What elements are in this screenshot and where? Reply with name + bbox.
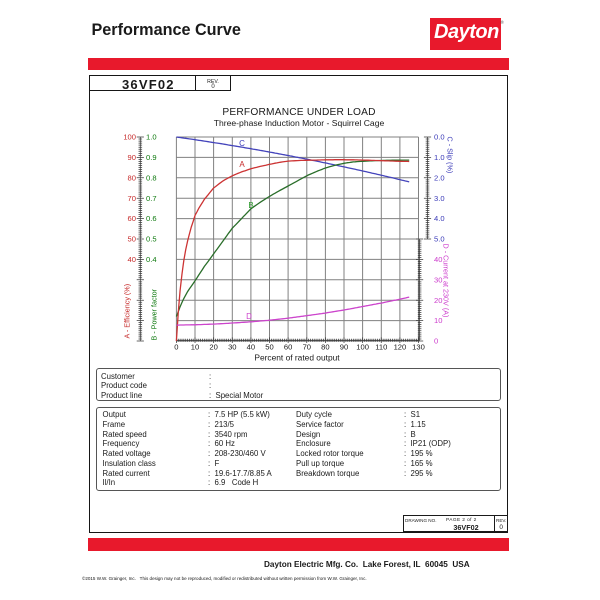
svg-text:20: 20 xyxy=(209,343,217,352)
svg-text:0.4: 0.4 xyxy=(146,255,157,264)
svg-text:70: 70 xyxy=(128,194,136,203)
svg-text:20: 20 xyxy=(434,296,442,305)
svg-text:0.6: 0.6 xyxy=(146,214,157,223)
svg-text:100: 100 xyxy=(356,343,369,352)
svg-text:90: 90 xyxy=(340,343,348,352)
svg-text:60: 60 xyxy=(128,214,136,223)
svg-text:0.9: 0.9 xyxy=(146,153,157,162)
svg-text:A - Efficiency (%): A - Efficiency (%) xyxy=(123,284,132,339)
svg-text:4.0: 4.0 xyxy=(434,214,445,223)
svg-text:C: C xyxy=(239,139,245,148)
svg-text:0.5: 0.5 xyxy=(146,235,157,244)
svg-text:40: 40 xyxy=(128,255,136,264)
svg-text:0: 0 xyxy=(174,343,178,352)
svg-text:0.7: 0.7 xyxy=(146,194,157,203)
svg-text:40: 40 xyxy=(434,255,442,264)
svg-text:80: 80 xyxy=(128,173,136,182)
svg-text:110: 110 xyxy=(375,343,387,352)
svg-text:D - Current at 230V (A): D - Current at 230V (A) xyxy=(442,244,451,318)
svg-text:5.0: 5.0 xyxy=(434,235,445,244)
svg-text:0.8: 0.8 xyxy=(146,173,157,182)
svg-text:100: 100 xyxy=(123,133,136,142)
svg-text:80: 80 xyxy=(321,343,329,352)
svg-text:0.0: 0.0 xyxy=(434,133,445,142)
svg-text:40: 40 xyxy=(247,343,255,352)
svg-text:B: B xyxy=(248,201,253,210)
svg-text:1.0: 1.0 xyxy=(146,133,157,142)
svg-text:A: A xyxy=(239,160,245,169)
svg-text:10: 10 xyxy=(434,316,442,325)
svg-text:1.0: 1.0 xyxy=(434,153,445,162)
svg-text:C - Slip (%): C - Slip (%) xyxy=(446,137,455,174)
svg-text:60: 60 xyxy=(284,343,292,352)
svg-text:70: 70 xyxy=(303,343,311,352)
svg-text:D: D xyxy=(246,312,252,321)
svg-text:30: 30 xyxy=(434,275,442,284)
svg-text:30: 30 xyxy=(228,343,236,352)
svg-text:3.0: 3.0 xyxy=(434,194,445,203)
svg-text:0: 0 xyxy=(434,337,438,346)
svg-text:90: 90 xyxy=(128,153,136,162)
svg-text:50: 50 xyxy=(265,343,273,352)
svg-text:2.0: 2.0 xyxy=(434,173,445,182)
svg-text:10: 10 xyxy=(191,343,199,352)
svg-text:B - Power factor: B - Power factor xyxy=(150,288,159,340)
svg-text:130: 130 xyxy=(412,343,425,352)
svg-text:Percent of rated output: Percent of rated output xyxy=(254,353,340,363)
svg-text:120: 120 xyxy=(394,343,407,352)
svg-text:50: 50 xyxy=(128,235,136,244)
